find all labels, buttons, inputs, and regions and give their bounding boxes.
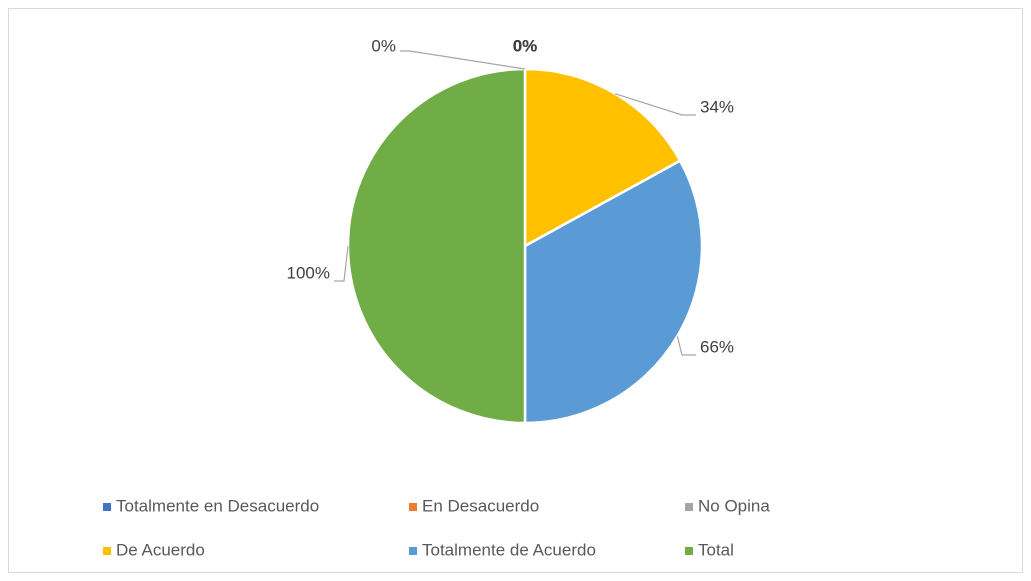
legend-label: En Desacuerdo: [422, 496, 539, 515]
leader-line: [400, 50, 526, 70]
legend-label: De Acuerdo: [116, 540, 205, 559]
legend-marker: [685, 503, 693, 511]
legend-marker: [409, 547, 417, 555]
legend-label: Total: [698, 540, 734, 559]
legend-marker: [103, 547, 111, 555]
data-label: 0%: [371, 36, 396, 55]
data-label: 34%: [700, 97, 734, 116]
pie-slice: [523, 159, 704, 425]
pie-slice: [346, 67, 527, 425]
pie-slice: [523, 67, 682, 249]
legend-marker: [685, 547, 693, 555]
legend-label: No Opina: [698, 496, 770, 515]
legend-label: Totalmente de Acuerdo: [422, 540, 596, 559]
data-label: 66%: [700, 337, 734, 356]
data-label: 0%: [513, 36, 538, 55]
leader-line: [676, 335, 696, 356]
legend-marker: [103, 503, 111, 511]
data-label: 0%: [513, 36, 538, 55]
leader-line: [334, 245, 349, 282]
legend-marker: [409, 503, 417, 511]
data-label: 100%: [287, 263, 330, 282]
legend-label: Totalmente en Desacuerdo: [116, 496, 319, 515]
leader-line: [614, 93, 696, 116]
